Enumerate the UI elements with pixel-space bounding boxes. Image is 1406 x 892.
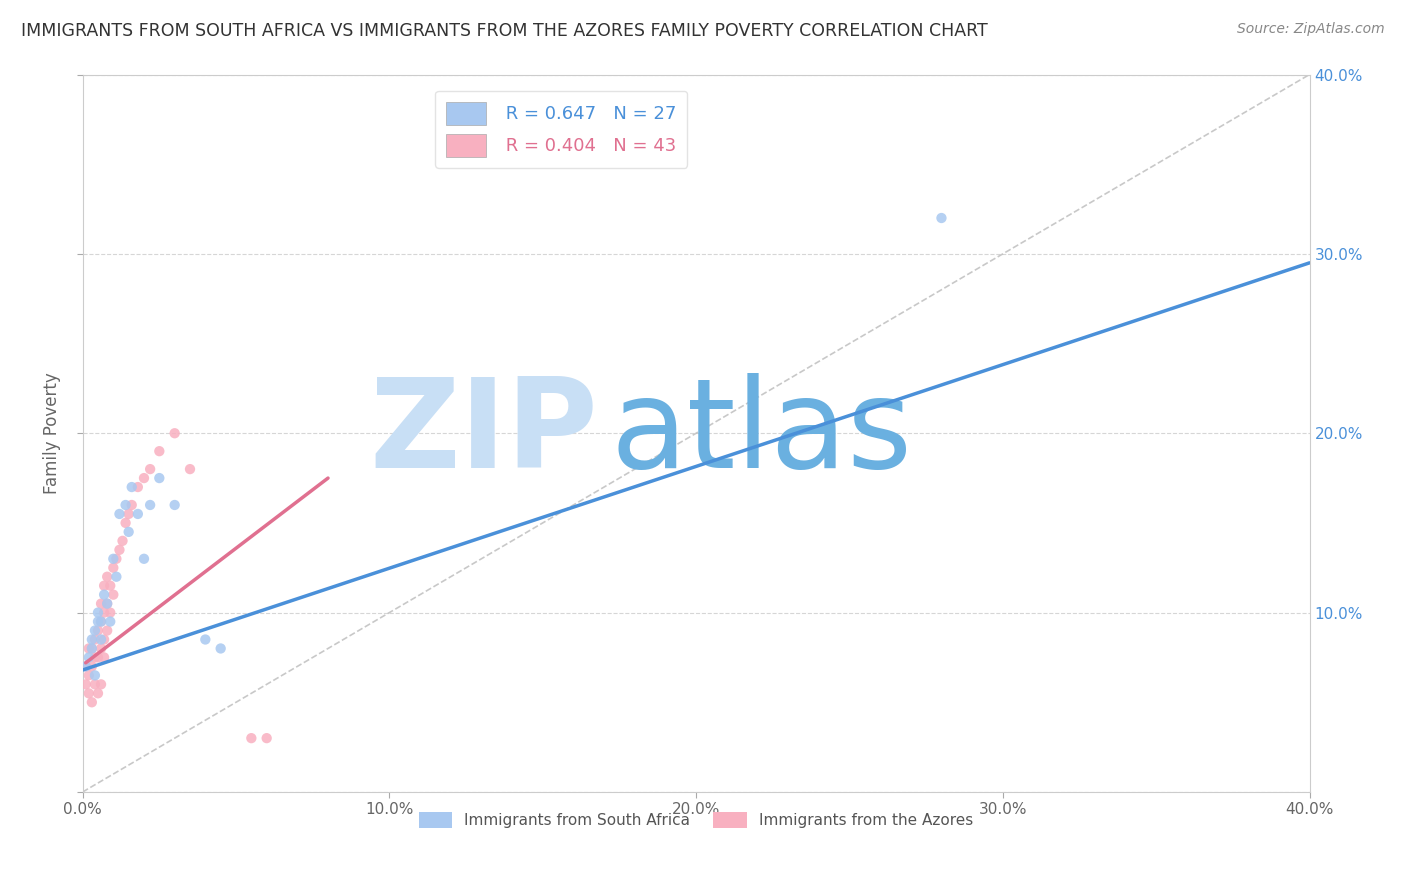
Text: Source: ZipAtlas.com: Source: ZipAtlas.com (1237, 22, 1385, 37)
Point (111, 533, 134, 548)
Point (127, 480, 149, 494)
Point (87, 615, 110, 629)
Point (96, 570, 118, 584)
Point (93, 632, 115, 647)
Point (80, 695, 103, 709)
Point (90, 597, 112, 611)
Point (98, 615, 121, 629)
Point (240, 731, 263, 746)
Y-axis label: Family Poverty: Family Poverty (44, 372, 60, 494)
Point (132, 551, 155, 566)
Point (87, 650, 110, 665)
Point (84, 650, 107, 665)
Point (77, 641, 100, 656)
Point (80, 641, 103, 656)
Point (80, 641, 103, 656)
Point (90, 677, 112, 691)
Point (121, 498, 143, 512)
Point (96, 624, 118, 638)
Point (96, 597, 118, 611)
Point (132, 471, 155, 485)
Point (75, 659, 97, 673)
Point (84, 624, 107, 638)
Point (80, 632, 103, 647)
Point (90, 615, 112, 629)
Point (93, 606, 115, 620)
Point (114, 516, 136, 530)
Point (77, 686, 100, 700)
Point (209, 641, 232, 656)
Point (139, 462, 162, 476)
Point (105, 551, 128, 566)
Point (90, 632, 112, 647)
Point (103, 561, 125, 575)
Point (75, 659, 97, 673)
Point (84, 632, 107, 647)
Point (90, 615, 112, 629)
Point (84, 677, 107, 691)
Point (93, 579, 115, 593)
Point (179, 462, 201, 476)
Point (108, 542, 131, 557)
Legend: Immigrants from South Africa, Immigrants from the Azores: Immigrants from South Africa, Immigrants… (412, 806, 980, 835)
Point (118, 507, 141, 521)
Point (98, 579, 121, 593)
Point (96, 597, 118, 611)
Point (103, 551, 125, 566)
Point (93, 650, 115, 665)
Point (148, 471, 170, 485)
Point (80, 659, 103, 673)
Text: ZIP: ZIP (370, 373, 598, 494)
Point (139, 498, 162, 512)
Point (194, 632, 217, 647)
Point (77, 668, 100, 682)
Point (90, 641, 112, 656)
Point (163, 426, 186, 441)
Point (114, 498, 136, 512)
Point (931, 211, 953, 225)
Point (84, 668, 107, 682)
Point (163, 498, 186, 512)
Point (87, 624, 110, 638)
Point (75, 677, 97, 691)
Point (87, 686, 110, 700)
Point (105, 570, 128, 584)
Point (148, 444, 170, 458)
Point (121, 480, 143, 494)
Point (98, 606, 121, 620)
Text: IMMIGRANTS FROM SOUTH AFRICA VS IMMIGRANTS FROM THE AZORES FAMILY POVERTY CORREL: IMMIGRANTS FROM SOUTH AFRICA VS IMMIGRAN… (21, 22, 988, 40)
Point (118, 524, 141, 539)
Point (127, 507, 149, 521)
Point (103, 588, 125, 602)
Point (77, 650, 100, 665)
Point (108, 507, 131, 521)
Text: atlas: atlas (610, 373, 912, 494)
Point (87, 606, 110, 620)
Point (256, 731, 278, 746)
Point (93, 588, 115, 602)
